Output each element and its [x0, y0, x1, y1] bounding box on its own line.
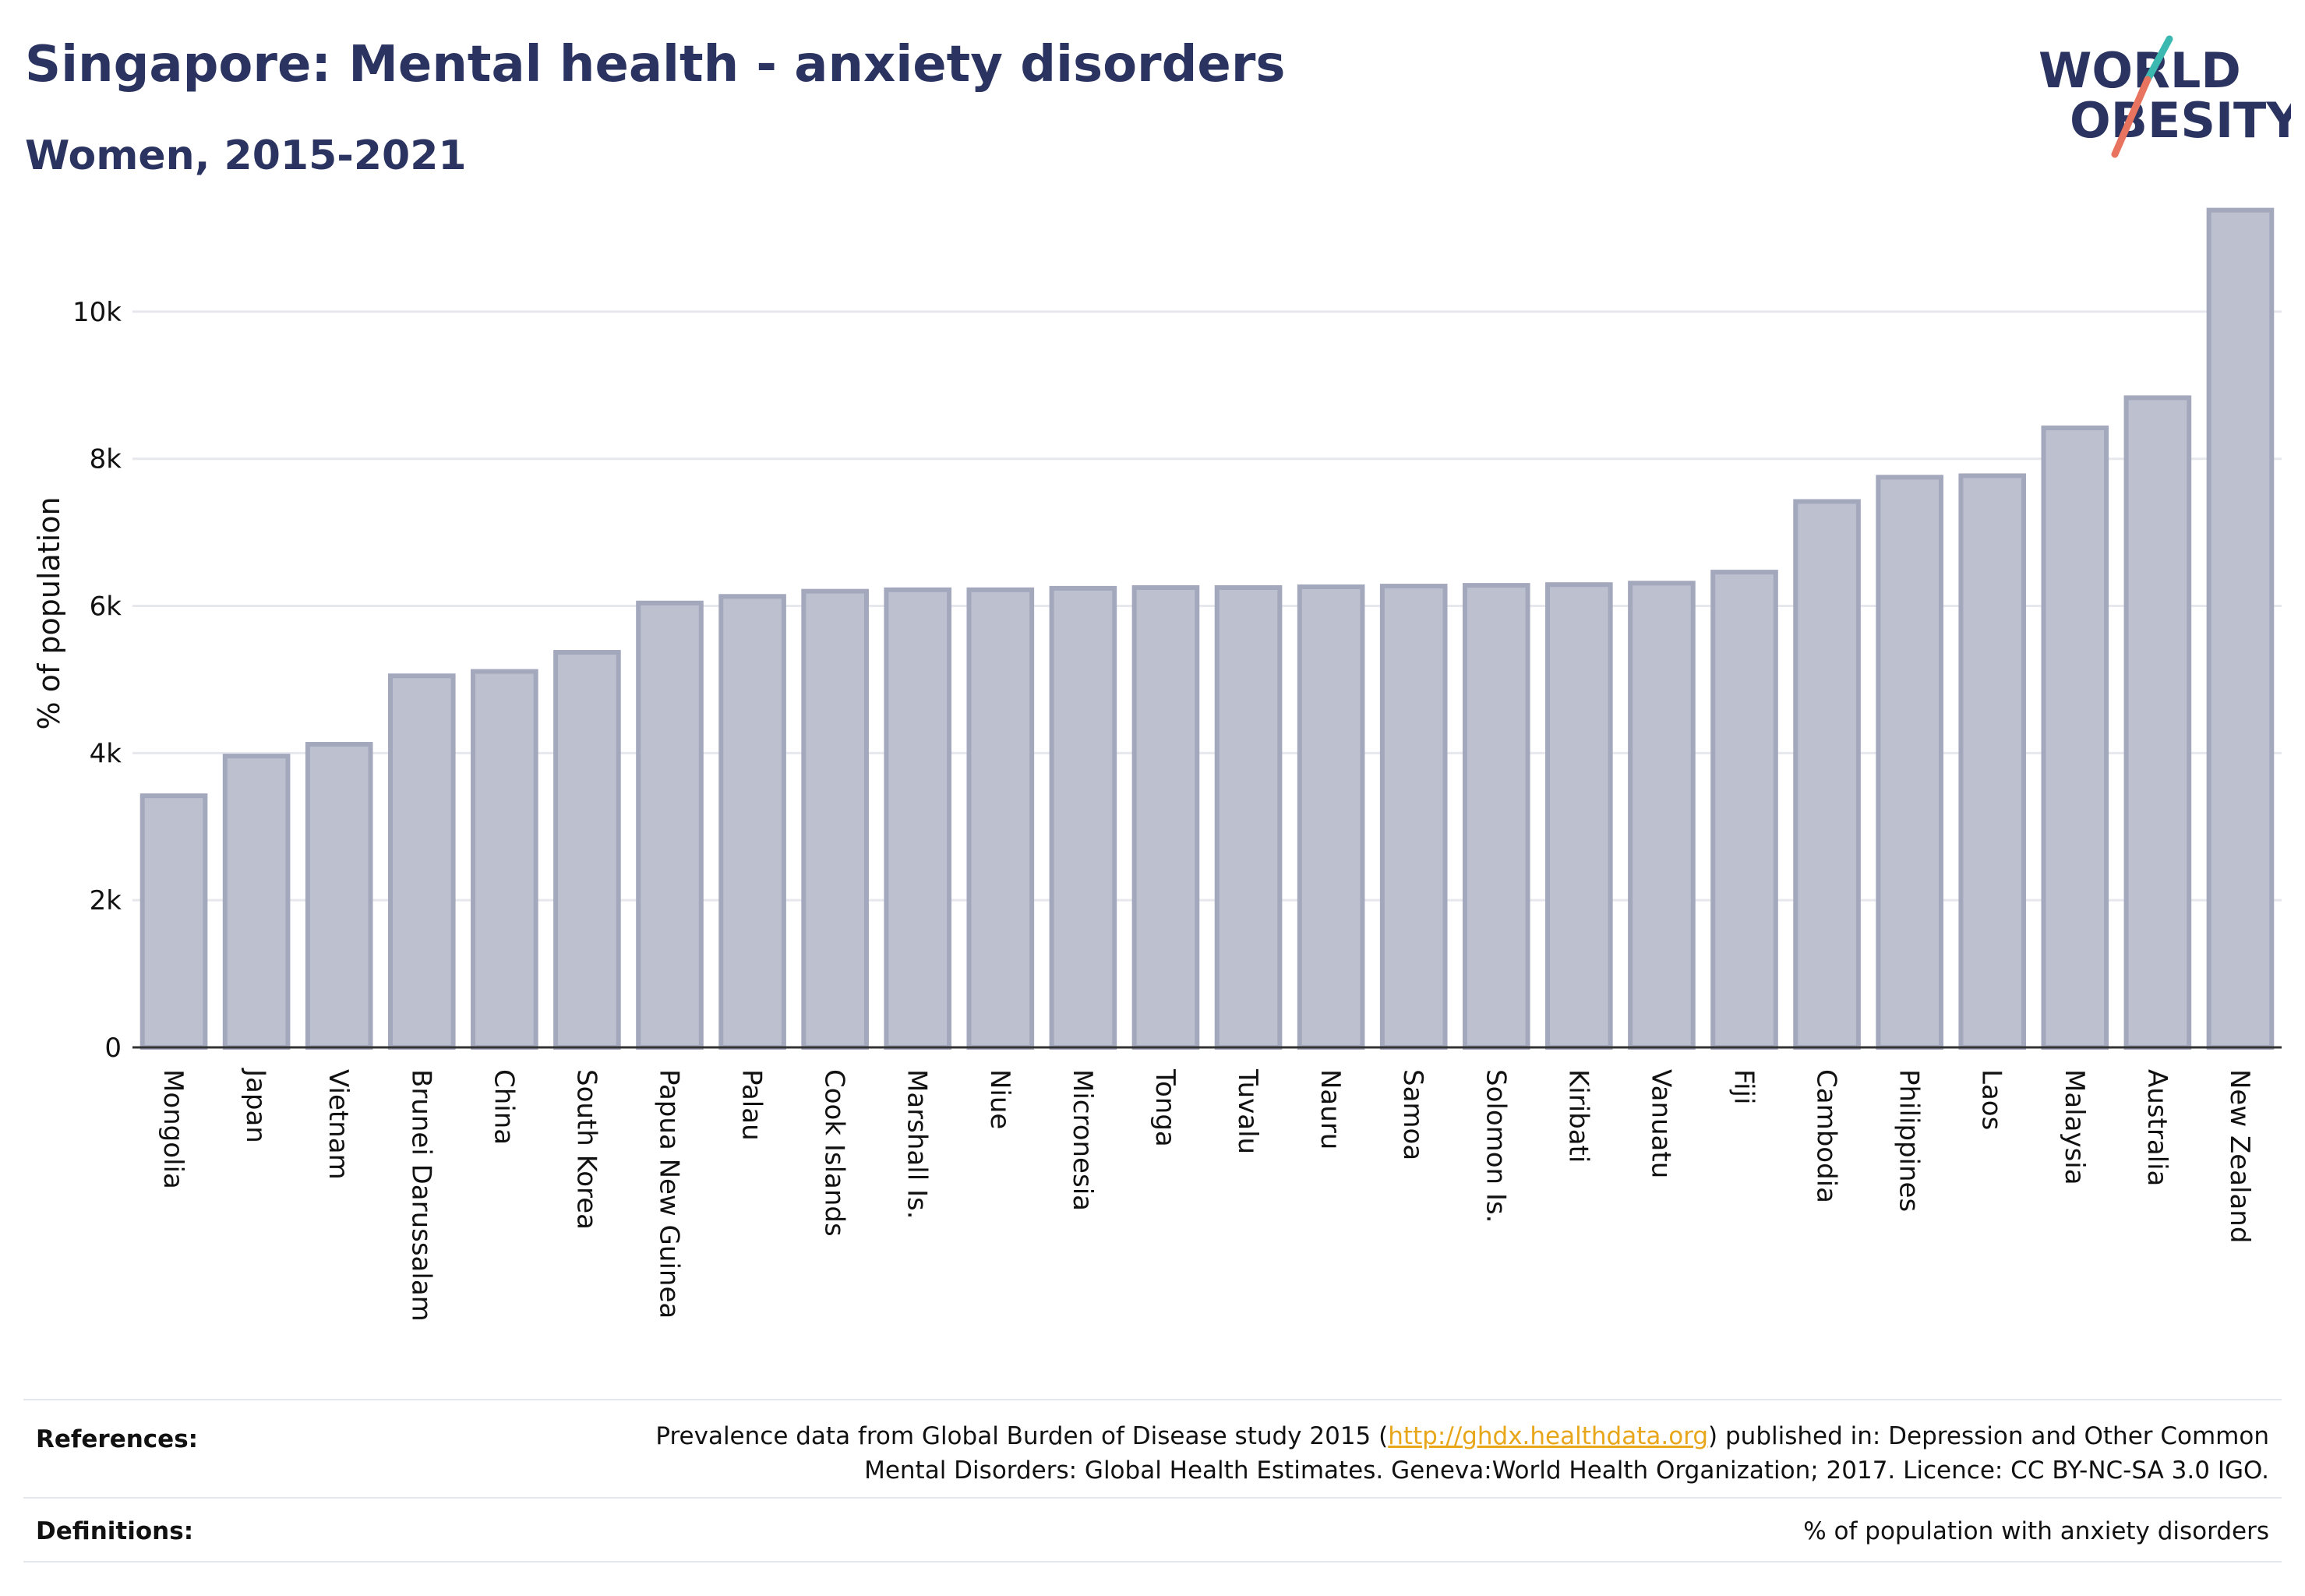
bar: [305, 742, 373, 1050]
bar: [1379, 584, 1448, 1050]
bar: [471, 669, 538, 1050]
bar: [801, 588, 869, 1050]
x-tick-label: Nauru: [1315, 1069, 1346, 1149]
page-title: Singapore: Mental health - anxiety disor…: [25, 36, 1286, 94]
bar: [1297, 584, 1365, 1050]
definitions-label: Definitions:: [36, 1517, 194, 1545]
logo-line2: OBESITY: [2070, 92, 2291, 149]
bar: [1049, 585, 1117, 1050]
x-tick-label: Malaysia: [2059, 1069, 2090, 1185]
footer-notes: References: Prevalence data from Global …: [23, 1399, 2282, 1562]
x-tick-label: Tuvalu: [1232, 1068, 1263, 1154]
references-row: References: Prevalence data from Global …: [23, 1399, 2282, 1497]
x-tick-label: Japan: [240, 1068, 271, 1143]
x-tick-label: Brunei Darussalam: [405, 1069, 436, 1322]
bar: [139, 793, 208, 1050]
bar: [1462, 583, 1530, 1050]
bar-chart: 0 2k 4k 6k 8k 10k % of population Mongolia Japan…: [32, 207, 2282, 1322]
references-label: References:: [36, 1425, 199, 1453]
logo-slash-teal: [2144, 35, 2173, 83]
bar: [884, 587, 952, 1050]
x-tick-label: Palau: [736, 1069, 768, 1141]
references-link[interactable]: http://ghdx.healthdata.org: [1388, 1422, 1709, 1450]
x-tick-label: South Korea: [570, 1069, 602, 1230]
bar: [222, 754, 291, 1050]
x-tick-label: Laos: [1976, 1069, 2007, 1130]
bar: [1710, 570, 1778, 1050]
bar: [1876, 475, 1943, 1050]
references-line2: Mental Disorders: Global Health Estimate…: [864, 1457, 2269, 1485]
x-tick-label: Vietnam: [323, 1069, 354, 1180]
page-subtitle: Women, 2015-2021: [25, 132, 467, 179]
references-pre: Prevalence data from Global Burden of Di…: [655, 1422, 1389, 1450]
x-tick-label: China: [488, 1069, 519, 1145]
x-tick-label: Samoa: [1397, 1069, 1428, 1160]
bar: [1793, 499, 1861, 1050]
definitions-text: % of population with anxiety disorders: [1803, 1517, 2269, 1545]
bar: [2206, 207, 2275, 1050]
y-axis-title: % of population: [32, 496, 66, 729]
bar: [387, 673, 456, 1050]
x-tick-label: Micronesia: [1067, 1069, 1098, 1211]
definitions-row: Definitions: % of population with anxiet…: [23, 1497, 2282, 1562]
bar: [2123, 395, 2192, 1050]
x-tick-label: Vanuatu: [1645, 1069, 1676, 1178]
y-tick-label: 10k: [72, 297, 122, 328]
bar: [1131, 584, 1200, 1050]
x-tick-label: Kiribati: [1562, 1069, 1594, 1163]
x-tick-label: Papua New Guinea: [654, 1069, 685, 1319]
bar: [1214, 584, 1283, 1050]
bar: [1958, 473, 2027, 1050]
x-tick-label: Philippines: [1894, 1069, 1925, 1212]
bar: [553, 650, 621, 1050]
bar: [636, 600, 704, 1050]
x-tick-label: Mongolia: [157, 1069, 189, 1189]
world-obesity-logo: WORLD OBESITY: [2038, 35, 2291, 158]
x-tick-label: Cambodia: [1811, 1069, 1842, 1203]
x-tick-label: Solomon Is.: [1480, 1069, 1511, 1223]
bar: [1545, 582, 1613, 1050]
y-tick-label: 0: [104, 1033, 122, 1064]
bar: [718, 594, 786, 1050]
references-post: ) published in: Depression and Other Com…: [1708, 1422, 2269, 1450]
x-tick-label: Marshall Is.: [902, 1069, 933, 1220]
bar: [2041, 425, 2109, 1050]
y-tick-label: 2k: [90, 885, 122, 916]
x-tick-label: New Zealand: [2224, 1069, 2255, 1243]
x-tick-label: Fiji: [1728, 1069, 1760, 1104]
bar: [1628, 581, 1696, 1050]
x-tick-label: Australia: [2141, 1069, 2173, 1186]
x-tick-label: Niue: [984, 1069, 1015, 1129]
logo-slash-coral: [2111, 76, 2151, 158]
x-tick-label: Tonga: [1149, 1068, 1181, 1147]
bar: [966, 587, 1035, 1050]
y-tick-label: 8k: [90, 444, 122, 475]
y-tick-label: 6k: [90, 591, 122, 623]
y-tick-label: 4k: [90, 738, 122, 769]
references-text: Prevalence data from Global Burden of Di…: [23, 1400, 2282, 1488]
x-tick-label: Cook Islands: [819, 1069, 850, 1237]
